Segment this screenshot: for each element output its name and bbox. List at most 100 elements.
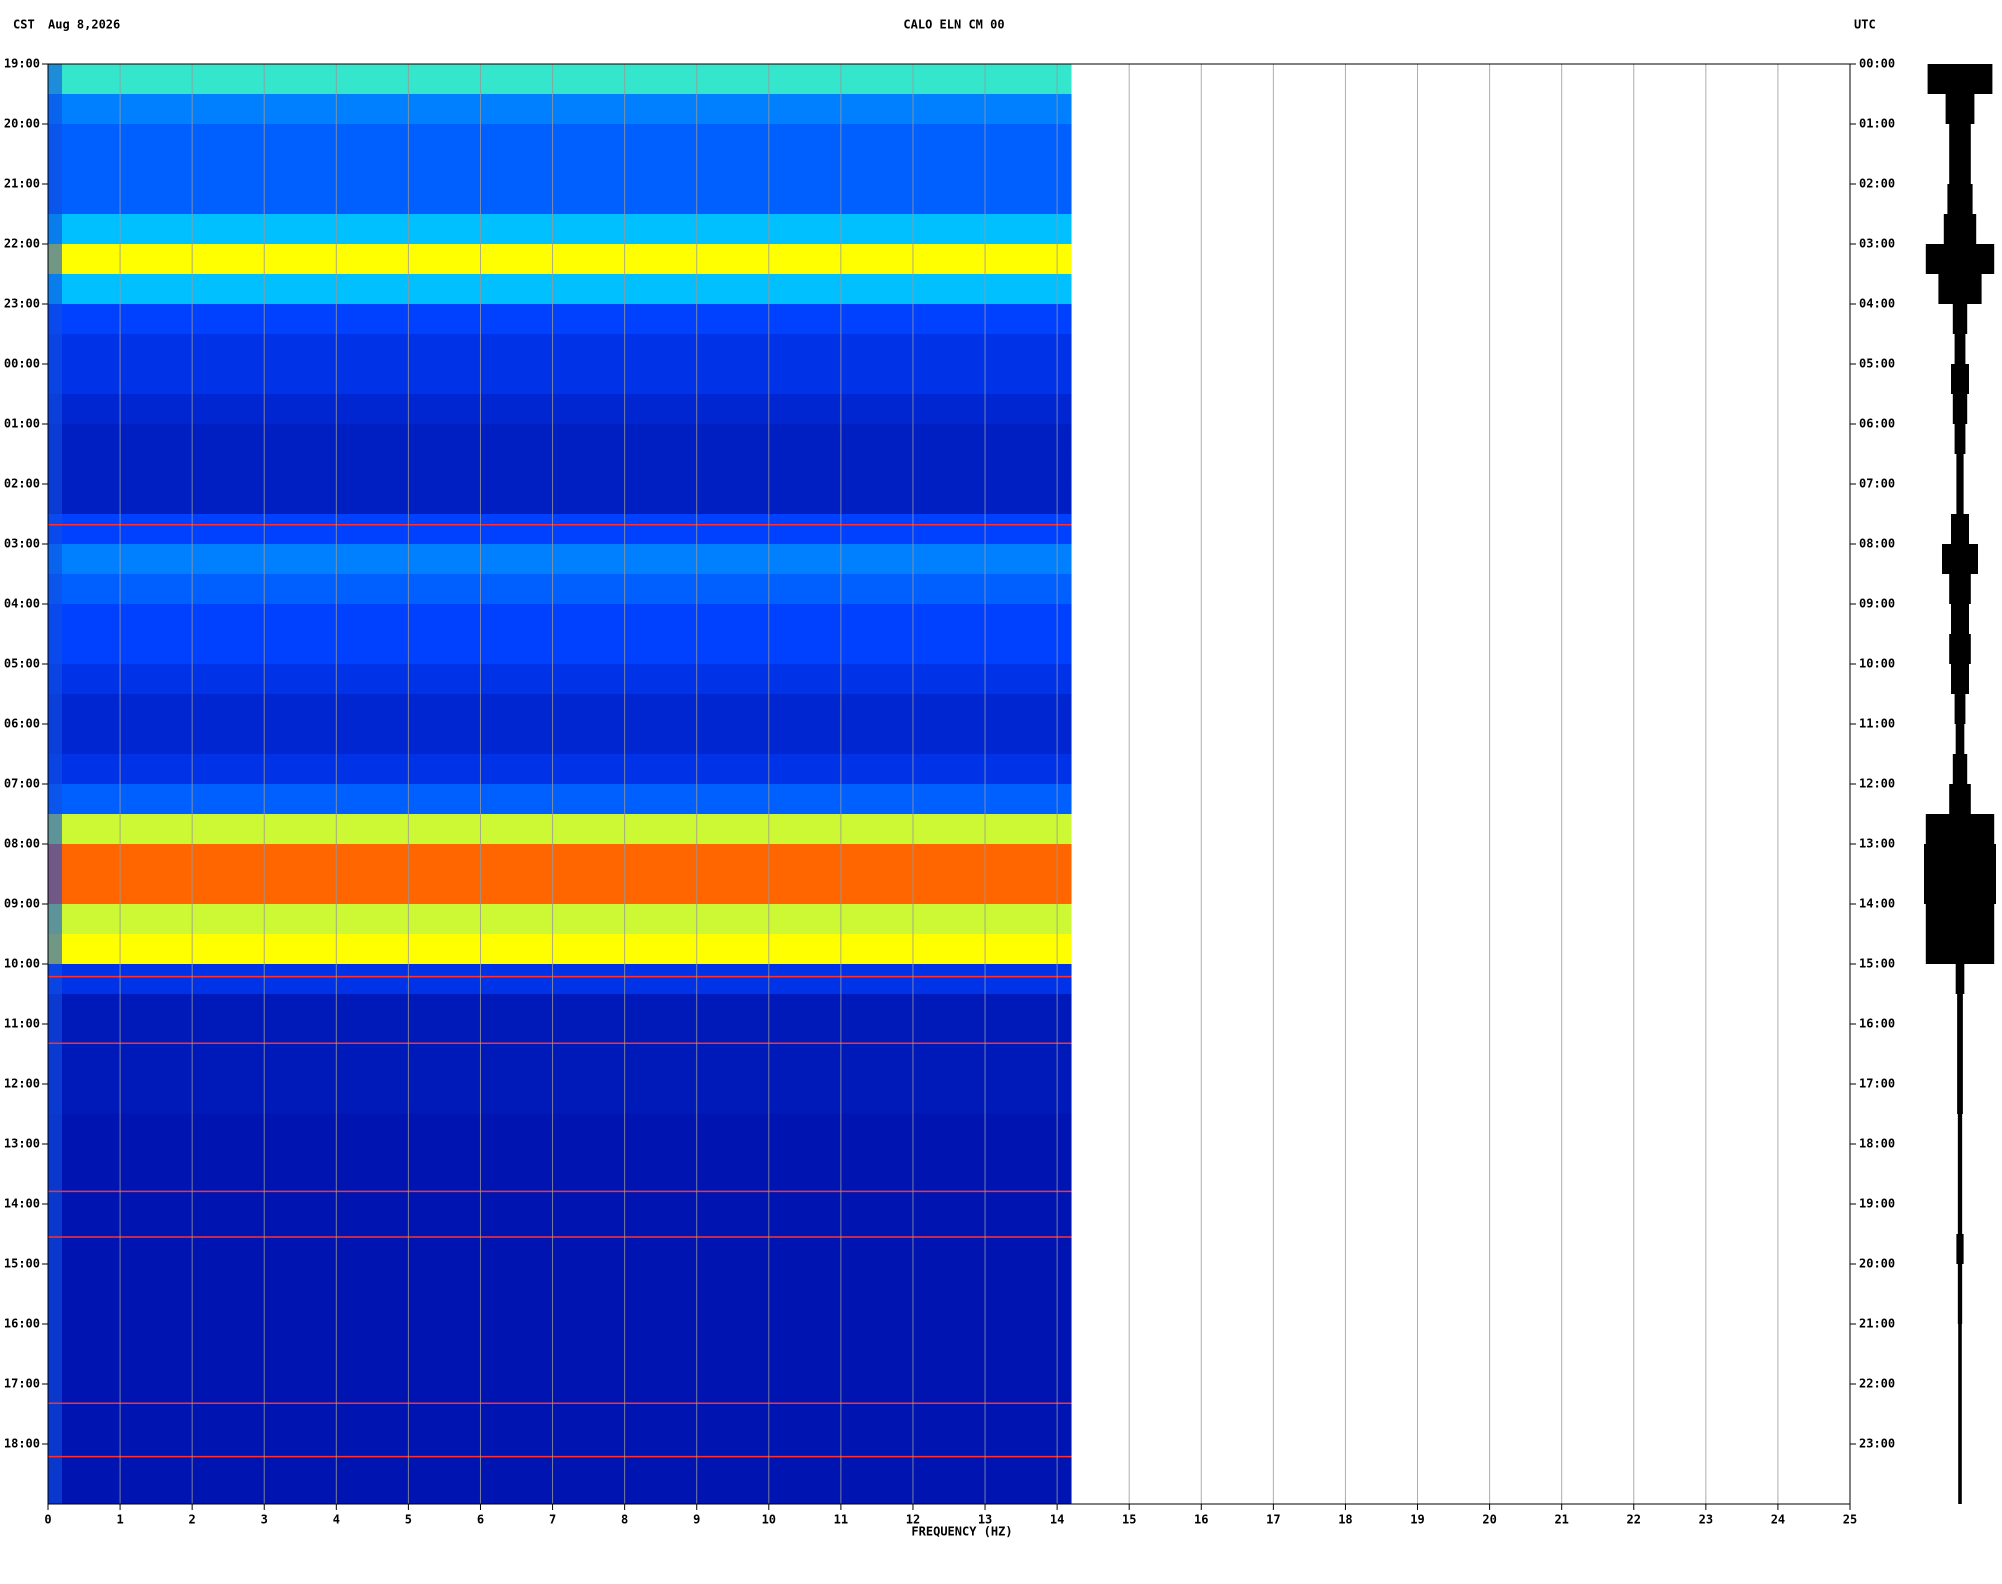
x-tick-label: 17: [1266, 1513, 1280, 1527]
trace-segment: [1958, 1384, 1962, 1414]
x-tick-label: 5: [405, 1513, 412, 1527]
heatmap-row: [48, 1024, 1072, 1055]
heatmap-row: [48, 1144, 1072, 1175]
heatmap-row: [48, 274, 1072, 305]
heatmap-row: [48, 64, 1072, 95]
heatmap-row: [48, 784, 1072, 815]
y2-tick-label: 11:00: [1859, 717, 1895, 731]
y-tick-label: 11:00: [4, 1017, 40, 1031]
trace-segment: [1957, 1204, 1963, 1234]
y2-tick-label: 01:00: [1859, 117, 1895, 131]
y-tick-label: 04:00: [4, 597, 40, 611]
y2-tick-label: 19:00: [1859, 1197, 1895, 1211]
y2-tick-label: 17:00: [1859, 1077, 1895, 1091]
trace-segment: [1958, 1324, 1962, 1354]
trace-segment: [1952, 304, 1968, 334]
heatmap-row: [48, 1324, 1072, 1355]
trace-segment: [1949, 634, 1971, 664]
trace-segment: [1954, 334, 1966, 364]
y2-tick-label: 10:00: [1859, 657, 1895, 671]
heatmap-row: [48, 724, 1072, 755]
trace-segment: [1927, 64, 1993, 94]
heatmap-row: [48, 844, 1072, 875]
trace-segment: [1955, 964, 1965, 994]
heatmap-row: [48, 544, 1072, 575]
heatmap-row: [48, 484, 1072, 515]
y2-tick-label: 13:00: [1859, 837, 1895, 851]
trace-segment: [1952, 394, 1968, 424]
heatmap-row: [48, 664, 1072, 695]
x-tick-label: 1: [116, 1513, 123, 1527]
trace-segment: [1924, 874, 1996, 904]
y-tick-label: 12:00: [4, 1077, 40, 1091]
heatmap-row: [48, 754, 1072, 785]
heatmap-row: [48, 574, 1072, 605]
trace-segment: [1949, 124, 1971, 154]
heatmap-row: [48, 244, 1072, 275]
heatmap-row: [48, 1414, 1072, 1445]
trace-segment: [1958, 1444, 1962, 1474]
heatmap-row: [48, 1354, 1072, 1385]
trace-segment: [1938, 274, 1982, 304]
y-tick-label: 09:00: [4, 897, 40, 911]
y-tick-label: 14:00: [4, 1197, 40, 1211]
trace-segment: [1952, 754, 1968, 784]
heatmap-row: [48, 334, 1072, 365]
heatmap-row: [48, 394, 1072, 425]
x-tick-label: 24: [1771, 1513, 1785, 1527]
trace-segment: [1954, 424, 1966, 454]
trace-segment: [1949, 784, 1971, 814]
trace-segment: [1956, 484, 1964, 514]
x-tick-label: 8: [621, 1513, 628, 1527]
y-tick-label: 13:00: [4, 1137, 40, 1151]
trace-segment: [1925, 904, 1995, 934]
y2-tick-label: 23:00: [1859, 1437, 1895, 1451]
heatmap-row: [48, 1114, 1072, 1145]
x-tick-label: 23: [1699, 1513, 1713, 1527]
y2-tick-label: 07:00: [1859, 477, 1895, 491]
heatmap-row: [48, 1474, 1072, 1505]
heatmap-row: [48, 1054, 1072, 1085]
heatmap-row: [48, 1384, 1072, 1415]
y-tick-label: 16:00: [4, 1317, 40, 1331]
x-tick-label: 22: [1627, 1513, 1641, 1527]
y-tick-label: 21:00: [4, 177, 40, 191]
trace-segment: [1925, 244, 1995, 274]
heatmap-row: [48, 514, 1072, 545]
trace-segment: [1951, 364, 1969, 394]
trace-segment: [1957, 1024, 1963, 1054]
heatmap-row: [48, 934, 1072, 965]
heatmap-row: [48, 1174, 1072, 1205]
y2-tick-label: 18:00: [1859, 1137, 1895, 1151]
y2-tick-label: 20:00: [1859, 1257, 1895, 1271]
x-tick-label: 7: [549, 1513, 556, 1527]
trace-segment: [1925, 814, 1995, 844]
y2-tick-label: 08:00: [1859, 537, 1895, 551]
trace-segment: [1957, 1144, 1963, 1174]
x-tick-label: 19: [1410, 1513, 1424, 1527]
x-tick-label: 14: [1050, 1513, 1064, 1527]
trace-segment: [1955, 724, 1965, 754]
trace-segment: [1951, 664, 1969, 694]
heatmap-row: [48, 364, 1072, 395]
trace-segment: [1949, 574, 1971, 604]
trace-segment: [1957, 1114, 1963, 1144]
heatmap-row: [48, 1264, 1072, 1295]
heatmap-row: [48, 1234, 1072, 1265]
low-frequency-strip: [48, 64, 62, 1504]
y-tick-label: 07:00: [4, 777, 40, 791]
trace-segment: [1951, 514, 1969, 544]
x-tick-label: 12: [906, 1513, 920, 1527]
heatmap-row: [48, 994, 1072, 1025]
y-tick-label: 22:00: [4, 237, 40, 251]
left-label: CST: [13, 18, 35, 32]
trace-segment: [1943, 214, 1977, 244]
y-tick-label: 02:00: [4, 477, 40, 491]
x-tick-label: 10: [762, 1513, 776, 1527]
trace-segment: [1925, 934, 1995, 964]
trace-segment: [1949, 154, 1971, 184]
trace-segment: [1957, 1174, 1963, 1204]
y2-tick-label: 03:00: [1859, 237, 1895, 251]
trace-segment: [1957, 1084, 1963, 1114]
